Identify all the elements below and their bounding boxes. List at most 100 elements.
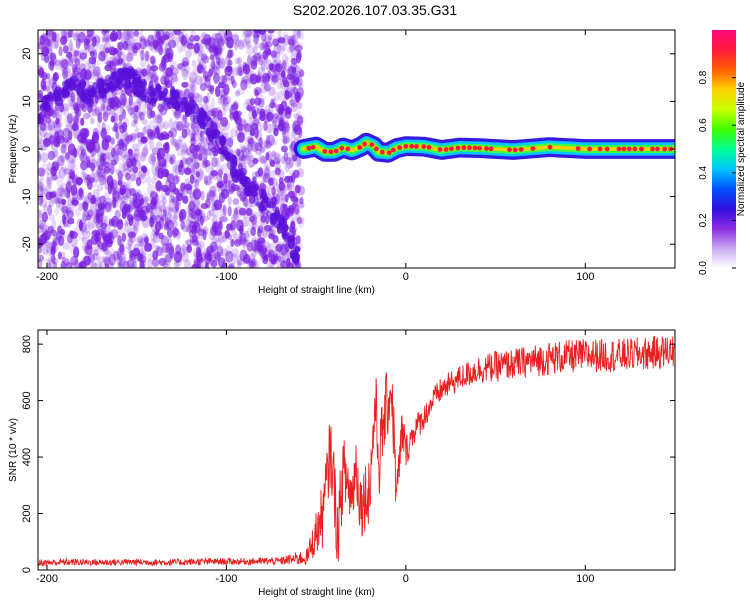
noise-speckle	[70, 244, 76, 255]
noise-speckle	[113, 122, 119, 133]
noise-speckle	[139, 58, 147, 69]
noise-speckle	[112, 196, 117, 209]
noise-speckle	[38, 184, 47, 192]
noise-speckle	[285, 129, 290, 140]
noise-speckle	[45, 116, 52, 124]
noise-speckle	[219, 88, 227, 98]
noise-speckle	[177, 247, 186, 258]
noise-speckle	[285, 56, 290, 68]
noise-speckle	[97, 164, 104, 171]
noise-speckle	[193, 129, 201, 138]
noise-speckle	[86, 30, 95, 38]
noise-speckle	[222, 204, 227, 217]
noise-speckle	[251, 219, 259, 229]
noise-speckle	[281, 128, 286, 138]
noise-speckle	[133, 30, 140, 37]
noise-speckle	[287, 66, 295, 76]
noise-speckle	[265, 141, 272, 149]
noise-speckle	[137, 110, 143, 117]
noise-speckle	[43, 139, 49, 150]
noise-speckle	[269, 139, 277, 147]
noise-speckle	[127, 106, 135, 116]
noise-speckle	[231, 184, 240, 191]
peak-dot	[484, 146, 489, 151]
noise-speckle	[145, 134, 152, 145]
noise-speckle	[258, 155, 266, 164]
noise-speckle	[214, 47, 222, 60]
noise-speckle	[38, 70, 44, 77]
noise-speckle	[185, 49, 193, 59]
noise-speckle	[241, 196, 247, 206]
noise-speckle	[84, 46, 91, 54]
noise-speckle	[62, 136, 70, 143]
noise-speckle	[132, 220, 140, 228]
noise-speckle	[62, 242, 71, 251]
noise-speckle	[298, 218, 304, 229]
noise-speckle	[133, 221, 140, 231]
noise-speckle	[234, 239, 242, 247]
noise-speckle	[147, 184, 156, 196]
noise-speckle	[189, 143, 197, 154]
noise-speckle	[110, 179, 118, 191]
noise-speckle	[133, 42, 142, 51]
noise-speckle	[253, 32, 260, 40]
noise-speckle	[142, 166, 148, 174]
noise-speckle	[100, 102, 106, 112]
noise-speckle	[212, 236, 218, 244]
track-speckle	[190, 115, 196, 123]
noise-speckle	[244, 154, 250, 165]
noise-speckle	[184, 259, 192, 268]
noise-speckle	[254, 97, 262, 106]
snr-ytick-label: 200	[21, 504, 33, 522]
noise-speckle	[270, 98, 275, 109]
noise-speckle	[166, 227, 173, 238]
noise-speckle	[149, 211, 156, 222]
track-speckle	[98, 79, 105, 92]
noise-speckle	[271, 150, 277, 160]
noise-speckle	[282, 203, 288, 213]
noise-speckle	[172, 214, 178, 222]
peak-dot	[530, 146, 536, 151]
noise-speckle	[45, 225, 50, 233]
noise-speckle	[193, 34, 200, 42]
noise-speckle	[261, 170, 267, 183]
noise-speckle	[38, 64, 43, 76]
noise-speckle	[154, 207, 163, 219]
noise-speckle	[127, 31, 136, 38]
noise-speckle	[239, 227, 245, 239]
noise-speckle	[125, 183, 130, 195]
noise-speckle	[168, 199, 175, 212]
noise-speckle	[206, 190, 216, 201]
noise-speckle	[139, 152, 146, 162]
noise-speckle	[168, 206, 173, 218]
noise-speckle	[98, 255, 105, 263]
noise-speckle	[260, 146, 266, 153]
noise-speckle	[218, 75, 226, 85]
noise-speckle	[73, 117, 78, 125]
noise-speckle	[181, 128, 188, 139]
noise-speckle	[185, 239, 194, 246]
noise-speckle	[194, 207, 203, 217]
noise-speckle	[243, 123, 252, 132]
noise-speckle	[203, 95, 208, 104]
noise-speckle	[199, 131, 205, 143]
noise-speckle	[65, 181, 72, 194]
snr-xlabel: Height of straight line (km)	[258, 587, 375, 598]
noise-speckle	[192, 167, 199, 176]
noise-speckle	[209, 241, 218, 252]
noise-speckle	[231, 228, 237, 239]
noise-speckle	[137, 43, 145, 55]
noise-speckle	[79, 222, 87, 233]
noise-speckle	[38, 151, 42, 163]
noise-speckle	[154, 40, 159, 53]
noise-speckle	[270, 75, 278, 86]
noise-speckle	[172, 30, 182, 36]
noise-speckle	[287, 151, 292, 162]
noise-speckle	[264, 48, 272, 57]
noise-speckle	[126, 134, 134, 142]
noise-speckle	[105, 33, 111, 44]
noise-speckle	[203, 215, 209, 222]
noise-speckle	[105, 124, 110, 136]
noise-speckle	[67, 217, 75, 225]
noise-speckle	[119, 101, 124, 108]
